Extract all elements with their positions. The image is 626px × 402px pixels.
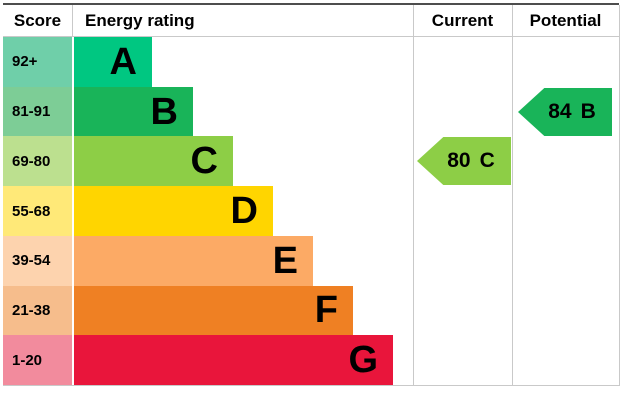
band-bar: B: [74, 86, 193, 137]
band-letter: D: [230, 190, 258, 233]
band-score-cell: 69-80: [3, 136, 72, 187]
band-row: 81-91 B: [3, 86, 620, 137]
chart-bottom-rule: [3, 385, 620, 386]
band-row: 69-80 C: [3, 136, 620, 187]
divider-score-rating: [72, 5, 73, 36]
header-bottom-rule: [3, 36, 620, 37]
band-row: 92+ A: [3, 37, 620, 87]
band-score-cell: 81-91: [3, 86, 72, 137]
band-score-label: 69-80: [12, 152, 51, 170]
header-score: Score: [13, 11, 62, 30]
band-rows: 92+ A 81-91 B 69-80 C 55-68 D 39-54 E 21…: [3, 37, 620, 386]
current-rating-value: 80: [447, 149, 471, 172]
band-row: 21-38 F: [3, 285, 620, 336]
band-score-cell: 1-20: [3, 335, 72, 386]
band-bar: F: [74, 285, 353, 336]
current-rating-letter: C: [479, 149, 495, 172]
band-row: 1-20 G: [3, 335, 620, 386]
divider-current-column: [413, 5, 414, 386]
divider-right-edge: [619, 5, 620, 386]
top-border: [3, 3, 619, 5]
band-score-label: 39-54: [12, 252, 51, 270]
band-bar: D: [74, 186, 273, 236]
band-score-cell: 55-68: [3, 186, 72, 236]
band-score-cell: 21-38: [3, 285, 72, 336]
header-current: Current: [431, 11, 494, 30]
band-score-label: 55-68: [12, 202, 51, 220]
header-energy-rating: Energy rating: [85, 11, 195, 30]
band-letter: F: [314, 289, 338, 332]
band-row: 39-54 E: [3, 235, 620, 286]
divider-potential-column: [512, 5, 513, 386]
potential-rating-value: 84: [548, 100, 572, 123]
band-letter: C: [190, 140, 218, 183]
band-bar: G: [74, 335, 393, 386]
band-bar: A: [74, 37, 152, 87]
band-letter: A: [109, 40, 137, 83]
band-score-label: 21-38: [12, 301, 51, 319]
band-score-label: 81-91: [12, 103, 51, 121]
band-bar: E: [74, 235, 313, 286]
band-score-cell: 92+: [3, 37, 72, 87]
band-letter: G: [348, 339, 378, 382]
band-score-label: 1-20: [12, 351, 43, 369]
band-row: 55-68 D: [3, 186, 620, 236]
band-letter: E: [272, 239, 298, 282]
band-bar: C: [74, 136, 233, 187]
header-potential: Potential: [529, 11, 602, 30]
band-letter: B: [150, 90, 178, 133]
band-score-cell: 39-54: [3, 235, 72, 286]
band-score-label: 92+: [12, 53, 38, 71]
potential-rating-letter: B: [580, 100, 596, 123]
